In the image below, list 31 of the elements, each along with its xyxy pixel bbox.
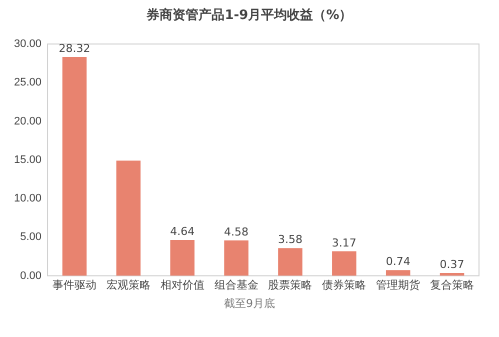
y-tick-label: 30.00 [14,38,42,50]
bar [224,240,248,276]
bar [116,160,141,276]
bar [332,251,356,276]
y-tick-label: 25.00 [14,76,42,89]
x-tick-label: 股票策略 [268,279,312,292]
y-tick-label: 15.00 [14,154,42,166]
data-label: 4.64 [170,224,195,238]
x-tick-label: 事件驱动 [52,278,96,292]
bar [62,56,87,276]
data-label: 0.74 [386,255,410,268]
x-tick-label: 宏观策略 [106,278,150,292]
data-label: 3.17 [332,236,356,250]
y-tick-label: 10.00 [14,192,42,205]
x-tick-label: 管理期货 [376,279,420,292]
x-tick-label: 复合策略 [430,278,474,292]
bar [170,240,194,276]
x-tick-label: 债券策略 [322,278,366,292]
x-tick-label: 组合基金 [214,278,258,292]
y-tick-label: 0.00 [20,270,42,282]
data-label: 28.32 [58,42,90,55]
text: 截至9月底 [223,296,276,311]
data-label: 3.58 [278,233,302,246]
x-tick-label: 相对价值 [160,278,204,292]
y-tick-label: 20.00 [14,115,42,128]
chart-title: 券商资管产品1-9月平均收益（%） [145,6,354,24]
data-label: 0.37 [440,258,464,271]
data-label: 4.58 [224,225,249,238]
bar [278,248,302,276]
bar [386,270,410,276]
y-tick-label: 5.00 [20,231,42,244]
